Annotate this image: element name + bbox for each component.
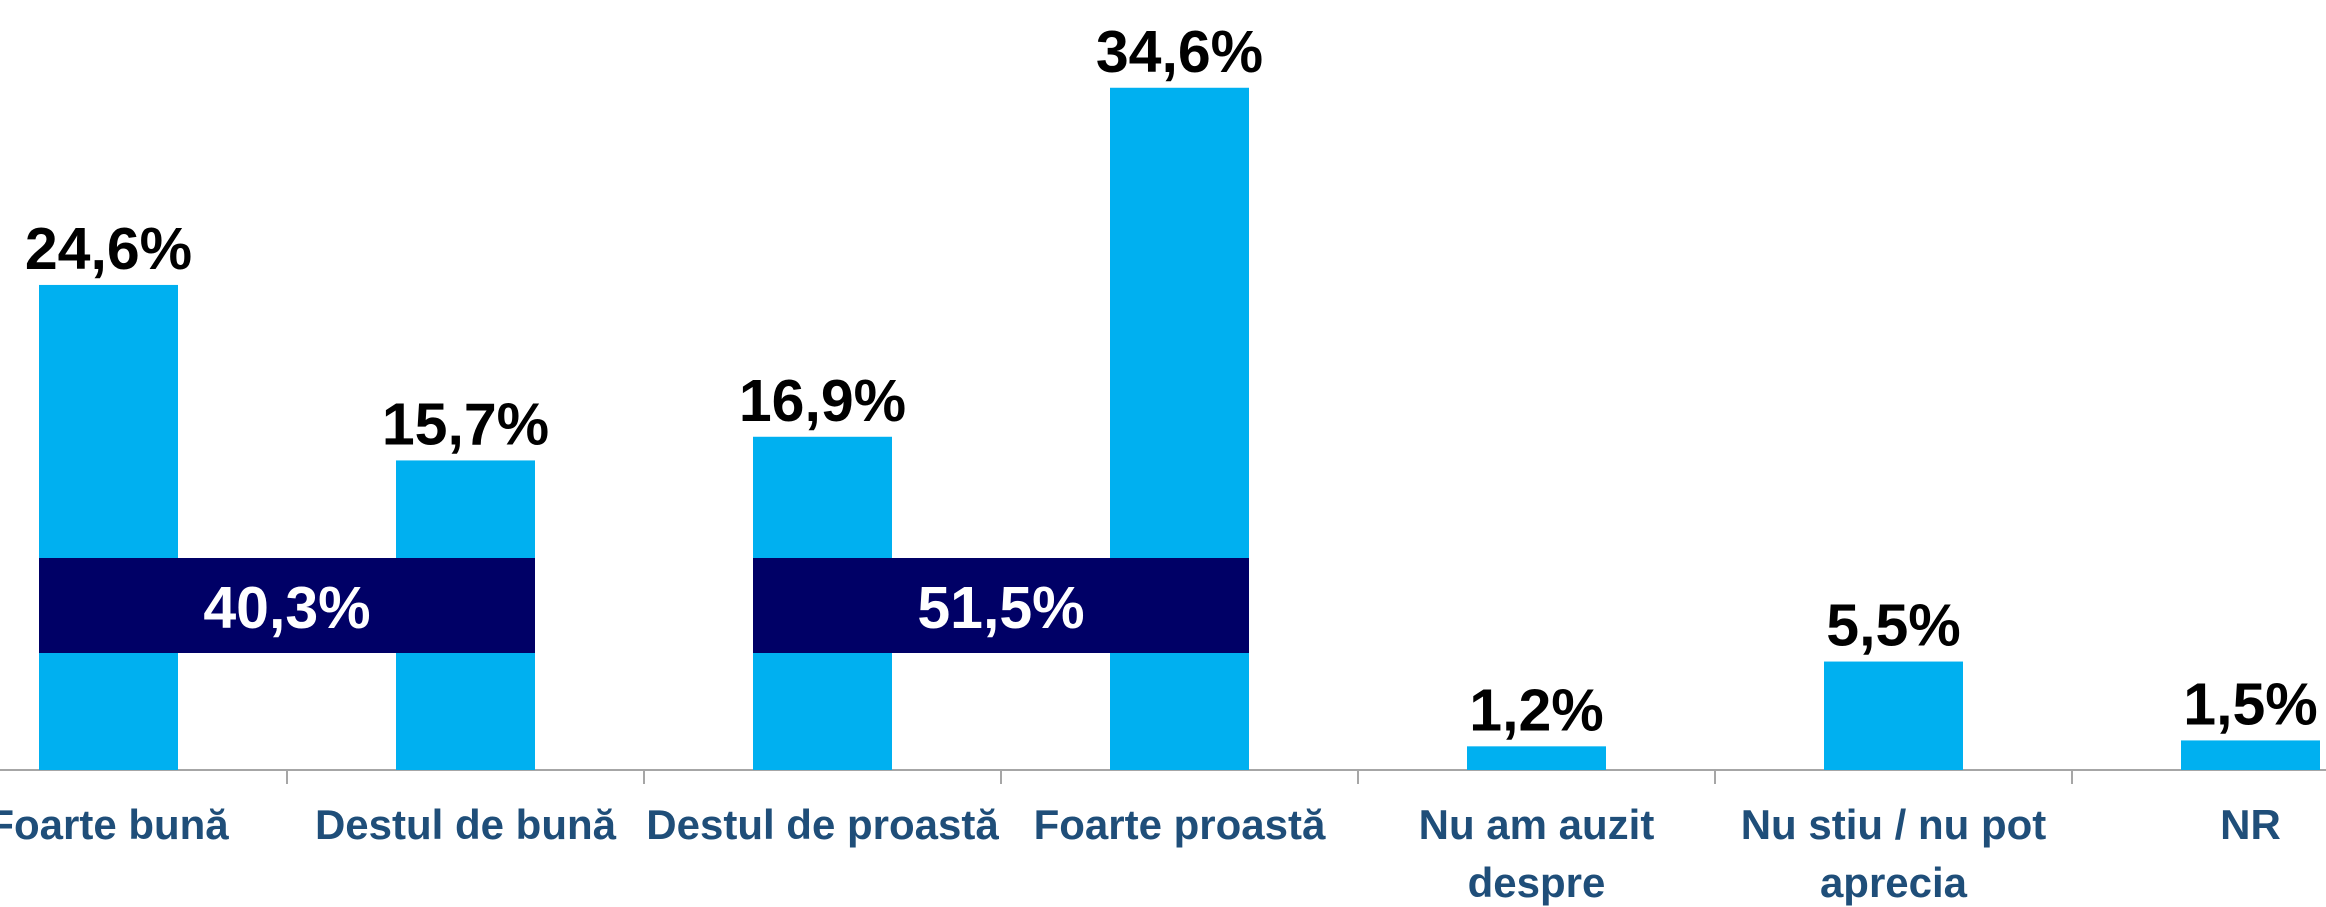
group-box — [753, 558, 1249, 653]
group-label: 40,3% — [203, 575, 370, 641]
value-label: 15,7% — [382, 391, 549, 457]
bar — [39, 284, 178, 770]
bar — [1824, 661, 1963, 770]
value-label: 16,9% — [739, 368, 906, 434]
group-box — [39, 558, 535, 653]
value-label: 1,2% — [1469, 677, 1603, 743]
x-tick-label: Foarte bună — [0, 801, 229, 848]
bar — [2181, 740, 2320, 770]
group-label: 51,5% — [917, 575, 1084, 641]
x-tick-label: Destul de proastă — [646, 801, 999, 848]
x-tick-label: Destul de bună — [314, 801, 617, 848]
value-label: 1,5% — [2183, 671, 2317, 737]
value-label: 5,5% — [1826, 593, 1960, 659]
value-label: 34,6% — [1096, 19, 1263, 85]
x-tick-label: Foarte proastă — [1033, 801, 1326, 848]
value-label: 24,6% — [25, 216, 192, 282]
x-tick-label: Nu stiu / nu pot aprecia — [1740, 801, 2047, 906]
x-tick-label: Nu am auzit despre — [1418, 801, 1655, 906]
bar — [1110, 87, 1249, 770]
x-tick-label: NR — [2220, 801, 2281, 848]
bar — [1467, 746, 1606, 770]
